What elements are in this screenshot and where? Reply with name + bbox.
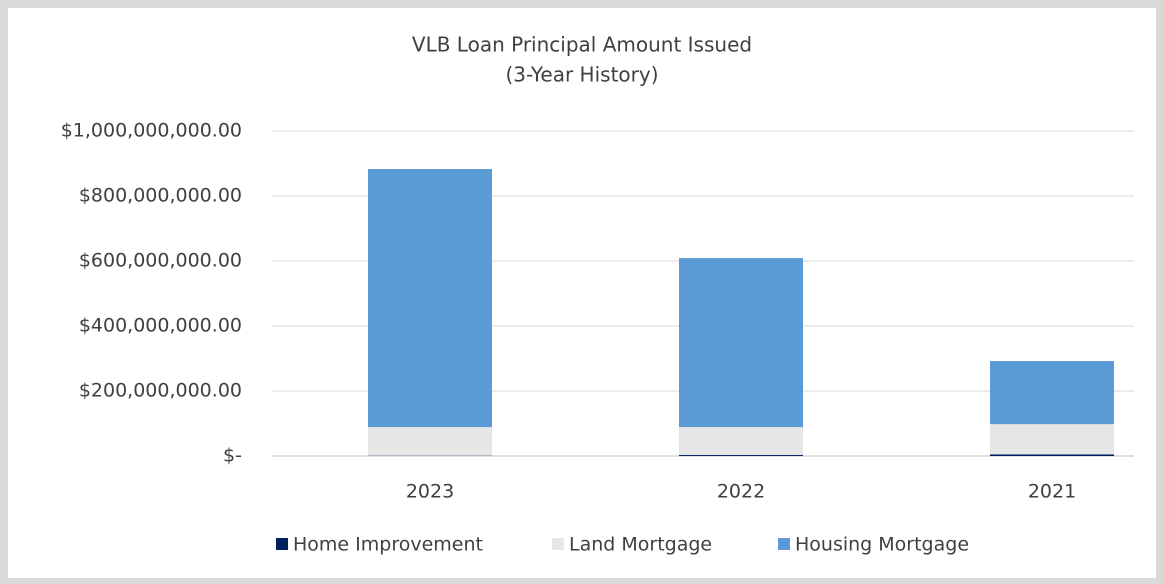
bar-segment xyxy=(679,258,803,428)
bar-segment xyxy=(990,424,1114,455)
y-tick-label: $600,000,000.00 xyxy=(79,250,242,272)
y-tick-label: $800,000,000.00 xyxy=(79,185,242,207)
y-tick-label: $400,000,000.00 xyxy=(79,315,242,337)
y-tick-label: $200,000,000.00 xyxy=(79,380,242,402)
x-tick-label: 2023 xyxy=(406,481,454,503)
y-tick-label: $1,000,000,000.00 xyxy=(61,120,242,142)
x-tick-label: 2021 xyxy=(1028,481,1076,503)
legend-swatch xyxy=(276,538,288,550)
chart-background xyxy=(8,8,1156,578)
chart-title: VLB Loan Principal Amount Issued xyxy=(412,33,752,57)
bar-segment xyxy=(679,455,803,456)
legend-label: Home Improvement xyxy=(293,534,483,556)
legend-label: Land Mortgage xyxy=(569,534,712,556)
bar-segment xyxy=(368,169,492,428)
legend-swatch xyxy=(552,538,564,550)
bar-segment xyxy=(679,427,803,456)
bar-segment xyxy=(990,361,1114,425)
x-tick-label: 2022 xyxy=(717,481,765,503)
legend-label: Housing Mortgage xyxy=(795,534,969,556)
chart-subtitle: (3-Year History) xyxy=(505,63,658,87)
bar-segment xyxy=(368,427,492,456)
bar-segment xyxy=(990,454,1114,456)
legend-swatch xyxy=(778,538,790,550)
y-tick-label: $- xyxy=(223,445,242,467)
